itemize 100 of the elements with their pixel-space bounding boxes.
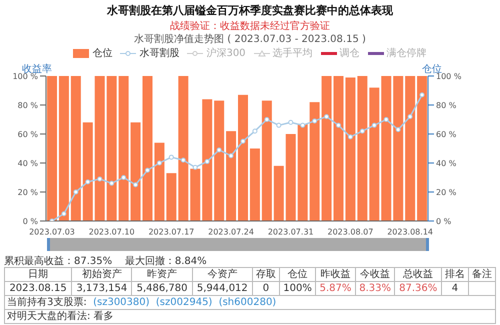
point	[85, 179, 90, 184]
y-tick-label: 60 %	[18, 130, 38, 139]
y-tick-label: 20 %	[18, 188, 38, 197]
point	[312, 118, 318, 124]
text: 5,486,780	[132, 282, 192, 296]
text: (sz002945)	[156, 297, 212, 308]
point	[336, 122, 341, 128]
x-tick-label: 2023.07.03	[29, 228, 75, 237]
y-tick-label: 40 %	[18, 158, 38, 168]
point	[240, 138, 246, 144]
bar	[82, 122, 93, 221]
x-tick-label: 2023.07.17	[148, 228, 194, 237]
bar	[345, 77, 356, 221]
bar	[166, 173, 176, 221]
bar	[130, 122, 141, 221]
bar	[262, 100, 272, 221]
legend-label: 满仓停牌	[386, 46, 427, 60]
bar	[178, 76, 188, 221]
text: 8.33%	[355, 282, 395, 296]
bar	[274, 166, 284, 221]
bar	[142, 76, 152, 221]
text: 水哥割股净值走势图 ( 2023.07.03 - 2023.08.15 )	[133, 32, 367, 46]
chart-subtitle: 战绩验证：收益数据未经过官方验证	[169, 20, 331, 33]
bar	[310, 102, 320, 221]
y2-tick-label: 40 %	[436, 158, 457, 168]
text: 4	[441, 282, 468, 296]
text: 仓位	[279, 268, 316, 282]
text: 2023.08.15	[4, 282, 72, 296]
text: (sh600280)	[218, 297, 276, 308]
text: 对明天大盘的看法: 看多	[4, 310, 496, 324]
text: 最大回撤：8.84%	[124, 256, 207, 267]
point	[133, 182, 138, 188]
legend-label: 沪深300	[205, 46, 246, 60]
point	[109, 180, 114, 186]
text: 5.87%	[316, 282, 356, 296]
point	[252, 128, 258, 134]
bar	[250, 148, 260, 221]
bar	[405, 76, 416, 221]
bar	[154, 142, 164, 221]
text: 日期	[4, 268, 72, 282]
point	[192, 164, 198, 170]
bar	[238, 94, 248, 221]
x-tick-label: 2023.07.10	[88, 228, 135, 237]
y2-tick-label: 60 %	[436, 130, 457, 139]
text: 存取	[252, 268, 280, 282]
bar	[214, 100, 224, 221]
text: 累积最高收益：87.35%	[4, 256, 112, 267]
x-tick-label: 2023.08.14	[387, 228, 433, 237]
x-tick-label: 2023.07.31	[268, 228, 314, 237]
text: 总收益	[394, 268, 442, 282]
chart-title: 水哥割股在第八届镒金百万杯季度实盘赛比赛中的总体表现	[106, 3, 394, 18]
x-tick-label: 2023.08.07	[328, 228, 374, 237]
y-tick-label: 80 %	[18, 100, 38, 110]
text: 当前持有3支股票:	[7, 297, 87, 308]
point	[156, 160, 162, 166]
text: 今资产	[192, 268, 252, 282]
legend-label: 仓位	[91, 47, 112, 60]
point	[264, 117, 270, 122]
x-tick-label: 2023.07.24	[208, 228, 254, 237]
y2-tick-label: 20 %	[436, 188, 457, 197]
legend-label: 调仓	[338, 47, 360, 60]
point	[300, 122, 306, 128]
bar	[369, 88, 380, 221]
text: 87.36%	[394, 282, 442, 296]
point	[121, 175, 126, 180]
text: 100%	[279, 282, 316, 296]
bar	[58, 76, 69, 221]
point	[360, 128, 365, 134]
point	[408, 114, 413, 120]
bar	[322, 76, 332, 221]
text: 昨资产	[132, 268, 192, 282]
point	[228, 153, 234, 158]
text: 3,173,154	[72, 282, 132, 296]
text: 排名	[441, 268, 468, 282]
point	[97, 176, 102, 182]
point	[372, 122, 377, 128]
bar	[334, 76, 344, 221]
text: 5,944,012	[192, 282, 252, 296]
point	[204, 159, 210, 164]
text: 初始资产	[72, 268, 132, 282]
text: 昨收益	[316, 268, 356, 282]
point	[144, 168, 150, 173]
point	[61, 211, 66, 216]
bar	[357, 76, 368, 221]
point	[288, 120, 294, 125]
text: (sz300380)	[93, 297, 150, 308]
point	[384, 117, 389, 122]
point	[348, 134, 353, 140]
y2-tick-label: 0 %	[436, 216, 452, 226]
legend-label: 选手平均	[272, 46, 313, 60]
point	[180, 158, 186, 163]
bar	[70, 76, 81, 221]
text: 今收益	[355, 268, 395, 282]
text: 0	[252, 282, 280, 296]
point	[420, 92, 425, 98]
legend-label: 水哥割股	[138, 46, 180, 60]
y-tick-label: 0 %	[22, 216, 38, 226]
y-tick-label: 100 %	[12, 72, 38, 81]
point	[168, 154, 174, 160]
y2-tick-label: 80 %	[436, 100, 457, 110]
